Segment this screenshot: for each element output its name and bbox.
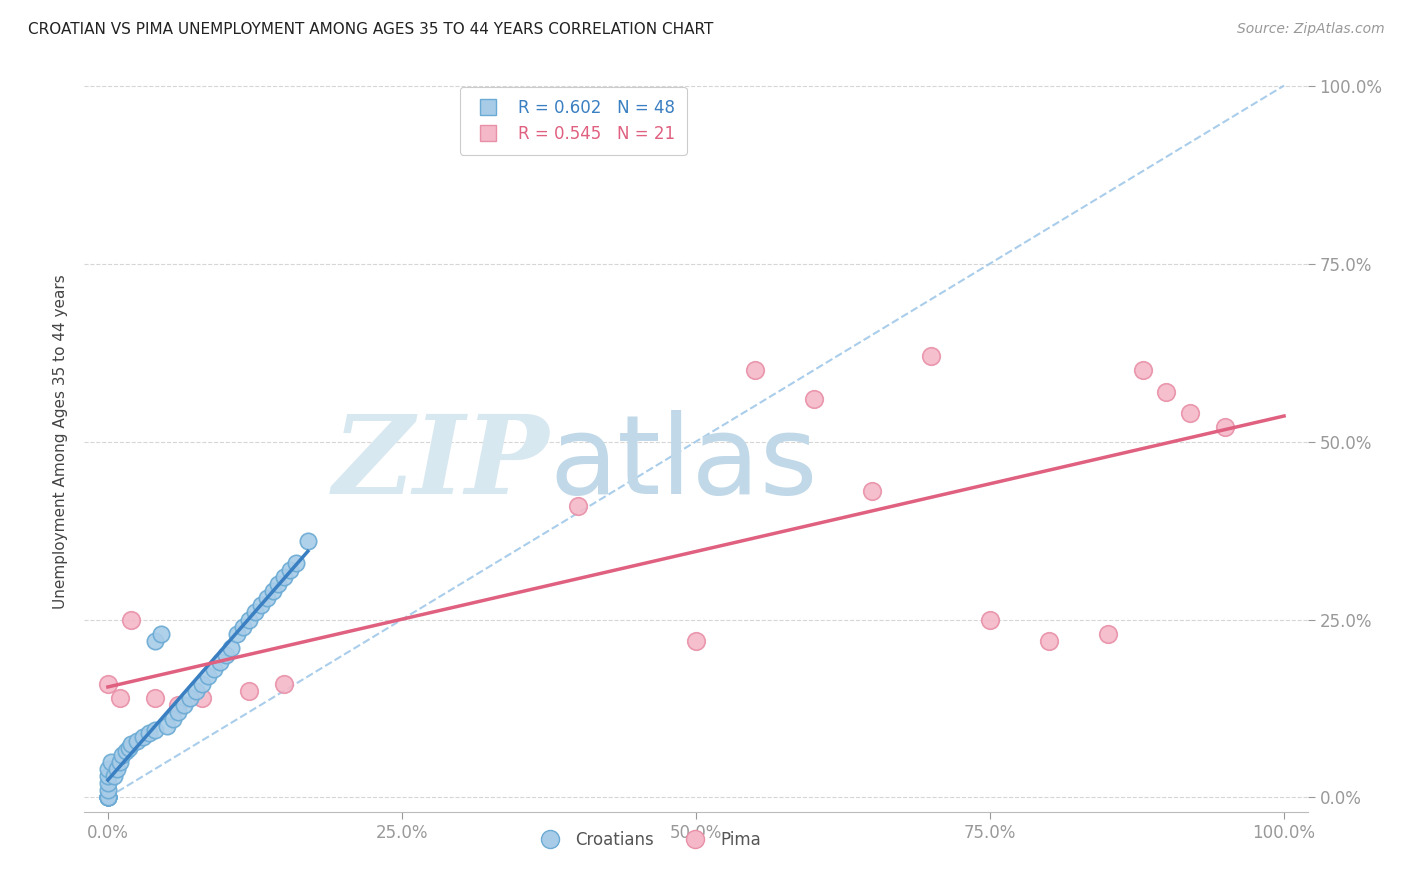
Point [105,762,128,776]
Point [108,690,131,705]
Point [243,606,266,620]
Point [167,705,190,719]
Point [979,613,1001,627]
Point [97,783,120,797]
Point [226,626,249,640]
Y-axis label: Unemployment Among Ages 35 to 44 years: Unemployment Among Ages 35 to 44 years [52,274,67,609]
Text: Source: ZipAtlas.com: Source: ZipAtlas.com [1237,22,1385,37]
Point [97,790,120,805]
Point [1038,633,1060,648]
Point [143,690,166,705]
Point [103,769,125,783]
Point [1156,384,1178,399]
Point [120,737,142,751]
Point [114,744,136,758]
Point [97,790,120,805]
Point [108,755,131,769]
Point [1178,406,1201,420]
Point [191,676,214,690]
Legend: Croatians, Pima: Croatians, Pima [526,824,768,855]
Point [191,690,214,705]
Point [278,563,301,577]
Point [1097,626,1119,640]
Point [1213,420,1236,434]
Point [97,762,120,776]
Point [97,776,120,790]
Point [238,613,260,627]
Point [197,669,219,683]
Point [120,613,142,627]
Point [567,499,589,513]
Point [138,726,160,740]
Point [156,719,179,733]
Point [143,633,166,648]
Point [920,349,942,363]
Point [97,790,120,805]
Point [111,747,134,762]
Point [232,619,254,633]
Point [256,591,278,606]
Point [179,690,201,705]
Point [97,790,120,805]
Point [97,790,120,805]
Point [685,633,707,648]
Point [860,484,883,499]
Point [118,740,141,755]
Point [100,755,122,769]
Point [97,676,120,690]
Point [803,392,825,406]
Point [273,676,295,690]
Point [97,769,120,783]
Text: ZIP: ZIP [333,410,550,517]
Point [143,723,166,737]
Point [1132,363,1154,377]
Text: CROATIAN VS PIMA UNEMPLOYMENT AMONG AGES 35 TO 44 YEARS CORRELATION CHART: CROATIAN VS PIMA UNEMPLOYMENT AMONG AGES… [28,22,713,37]
Point [744,363,766,377]
Point [249,599,271,613]
Point [214,648,236,662]
Point [202,662,225,676]
Point [132,730,155,744]
Point [221,640,243,655]
Point [162,712,184,726]
Point [238,683,260,698]
Point [167,698,190,712]
Point [173,698,195,712]
Point [262,584,284,599]
Point [184,683,207,698]
Point [97,790,120,805]
Point [149,626,172,640]
Point [273,570,295,584]
Point [127,733,149,747]
Point [208,655,231,669]
Point [285,556,308,570]
Point [297,534,319,549]
Text: atlas: atlas [550,410,818,517]
Point [267,577,290,591]
